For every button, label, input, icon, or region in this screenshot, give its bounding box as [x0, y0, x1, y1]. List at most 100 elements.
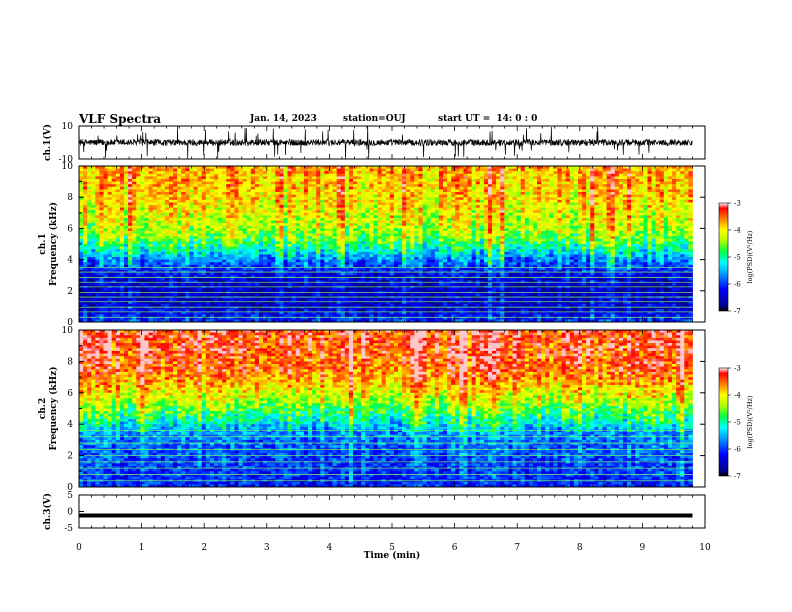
spectrogram-cell: [324, 176, 329, 180]
spectrogram-cell: [173, 233, 178, 237]
spectrogram-cell: [164, 176, 170, 180]
spectrogram-cell: [393, 309, 399, 312]
spectrogram-cell: [344, 168, 350, 172]
spectrogram-cell: [222, 220, 227, 224]
spectrogram-cell: [275, 244, 280, 247]
spectrogram-cell: [398, 215, 403, 219]
spectrogram-cell: [205, 207, 211, 211]
spectrogram-cell: [328, 316, 333, 320]
spectrogram-cell: [328, 293, 333, 297]
spectrogram-cell: [275, 166, 280, 169]
spectrogram-cell: [123, 251, 129, 255]
spectrogram-cell: [205, 231, 211, 234]
spectrogram-cell: [83, 257, 88, 260]
spectrogram-cell: [328, 194, 333, 198]
spectrogram-cell: [173, 275, 178, 279]
spectrogram-cell: [197, 306, 203, 310]
spectrogram-cell: [361, 210, 366, 214]
spectrogram-cell: [83, 207, 88, 211]
spectrogram-cell: [132, 309, 137, 312]
spectrogram-cell: [365, 303, 370, 307]
spectrogram-cell: [393, 228, 399, 232]
spectrogram-cell: [226, 309, 231, 312]
spectrogram-cell: [99, 225, 104, 229]
spectrogram-cell: [168, 267, 174, 271]
spectrogram-cell: [103, 254, 109, 258]
spectrogram-cell: [123, 205, 129, 208]
spectrogram-cell: [140, 309, 145, 312]
spectrogram-cell: [348, 267, 354, 271]
spectrogram-cell: [320, 254, 325, 258]
spectrogram-cell: [357, 251, 362, 255]
spectrogram-cell: [316, 210, 321, 214]
spectrogram-cell: [140, 254, 145, 258]
spectrogram-cell: [287, 306, 293, 310]
spectrogram-cell: [263, 228, 268, 232]
spectrogram-cell: [353, 306, 358, 310]
spectrogram-cell: [369, 259, 374, 263]
spectrogram-cell: [279, 272, 284, 276]
spectrogram-cell: [103, 288, 109, 292]
spectrogram-cell: [332, 296, 338, 299]
spectrogram-cell: [83, 259, 88, 263]
spectrogram-cell: [185, 171, 190, 175]
spectrogram-cell: [308, 171, 313, 175]
spectrogram-cell: [254, 246, 260, 250]
spectrogram-cell: [185, 168, 190, 172]
spectrogram-cell: [226, 254, 231, 258]
spectrogram-cell: [201, 262, 207, 266]
spectrogram-cell: [123, 189, 129, 193]
spectrogram-cell: [95, 184, 100, 188]
spectrogram-cell: [271, 270, 276, 273]
spectrogram-cell: [336, 228, 342, 232]
spectrogram-cell: [148, 262, 154, 266]
spectrogram-cell: [107, 231, 113, 234]
spectrogram-cell: [144, 298, 149, 302]
spectrogram-cell: [398, 171, 403, 175]
spectrogram-cell: [132, 241, 137, 245]
spectrogram-cell: [213, 231, 219, 234]
spectrogram-cell: [140, 186, 145, 190]
spectrogram-cell: [152, 293, 158, 297]
spectrogram-cell: [234, 288, 239, 292]
spectrogram-cell: [406, 264, 411, 268]
spectrogram-cell: [234, 251, 239, 255]
spectrogram-cell: [189, 231, 194, 234]
spectrogram-cell: [275, 184, 280, 188]
spectrogram-cell: [189, 202, 194, 206]
spectrogram-cell: [303, 228, 309, 232]
spectrogram-cell: [91, 277, 96, 281]
spectrogram-cell: [385, 259, 391, 263]
spectrogram-cell: [87, 189, 92, 193]
date-label: Jan. 14, 2023: [250, 114, 317, 124]
spectrogram-cell: [185, 251, 190, 255]
spectrogram-cell: [250, 212, 256, 216]
spectrogram-cell: [87, 311, 92, 315]
spectrogram-cell: [365, 218, 370, 221]
spectrogram-cell: [303, 296, 309, 299]
spectrogram-cell: [348, 205, 354, 208]
spectrogram-cell: [291, 262, 297, 266]
spectrogram-cell: [115, 186, 121, 190]
spectrogram-cell: [226, 236, 231, 240]
spectrogram-cell: [393, 264, 399, 268]
spectrogram-cell: [283, 238, 288, 242]
spectrogram-cell: [250, 181, 256, 185]
spectrogram-cell: [295, 301, 301, 305]
spectrogram-cell: [393, 244, 399, 247]
spectrogram-cell: [328, 296, 333, 299]
spectrogram-cell: [213, 173, 219, 177]
spectrogram-cell: [328, 272, 333, 276]
spectrogram-cell: [91, 275, 96, 279]
spectrogram-cell: [226, 233, 231, 237]
spectrogram-cell: [115, 314, 121, 318]
spectrogram-cell: [103, 296, 109, 299]
spectrogram-cell: [312, 267, 317, 271]
spectrogram-cell: [119, 275, 125, 279]
spectrogram-cell: [148, 215, 154, 219]
spectrogram-cell: [234, 267, 239, 271]
spectrogram-cell: [287, 267, 293, 271]
spectrogram-cell: [340, 238, 346, 242]
spectrogram-cell: [369, 171, 374, 175]
spectrogram-cell: [242, 173, 248, 177]
